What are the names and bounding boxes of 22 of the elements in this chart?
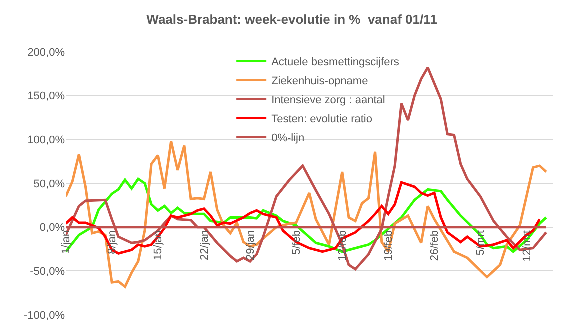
x-tick-label: 12/mrt: [521, 230, 534, 262]
y-tick-label: 50,0%: [34, 178, 66, 190]
x-tick-label: 15/jan: [152, 230, 165, 261]
y-tick-label: 200,0%: [28, 46, 66, 59]
x-tick-label: 12/feb: [336, 230, 349, 262]
legend-label: 0%-lijn: [272, 132, 305, 145]
x-tick-label: 19/feb: [383, 230, 396, 262]
legend-label: Intensieve zorg : aantal: [272, 94, 386, 107]
legend-label: Actuele besmettingscijfers: [272, 56, 400, 69]
x-tick-label: 29/jan: [244, 230, 257, 261]
x-tick-label: 8/jan: [106, 230, 119, 254]
x-tick-label: 5/feb: [290, 230, 303, 255]
x-tick-label: 26/feb: [429, 230, 442, 262]
y-tick-label: 100,0%: [28, 134, 66, 147]
chart-title: Waals-Brabant: week-evolutie in % vanaf 01/11: [146, 12, 438, 28]
x-tick-label: 22/jan: [198, 230, 211, 261]
legend-label: Ziekenhuis-opname: [272, 76, 368, 88]
x-tick-label: 5/mrt: [475, 230, 488, 256]
y-tick-label: 150,0%: [28, 90, 66, 103]
y-tick-label: -100,0%: [24, 310, 66, 322]
y-tick-label: -50,0%: [30, 266, 66, 278]
legend-label: Testen: evolutie ratio: [272, 114, 372, 126]
